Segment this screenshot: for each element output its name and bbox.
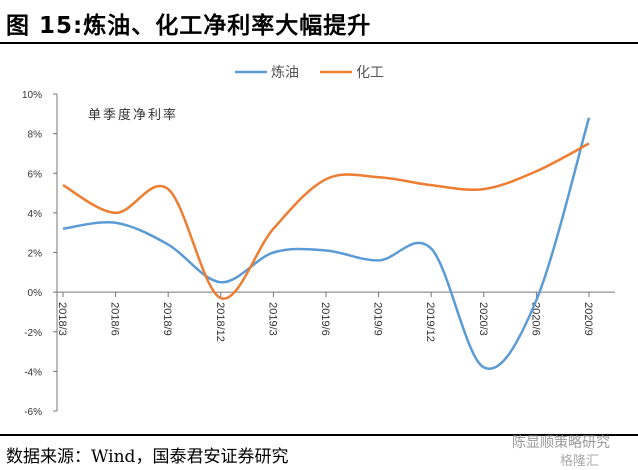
legend-label: 化工 bbox=[356, 64, 384, 80]
line-chart: 10% 8% 6% 4% 2% 0% -2% -4% -6% 2018/3 2018/6 2018/9… bbox=[22, 64, 615, 418]
y-tick-label: -4% bbox=[24, 367, 42, 378]
chart-annotation: 单季度净利率 bbox=[88, 107, 178, 122]
x-tick-label: 2019/9 bbox=[372, 302, 384, 336]
x-tick-label: 2019/12 bbox=[424, 302, 436, 342]
x-tick-label: 2018/9 bbox=[161, 302, 173, 336]
legend-label: 炼油 bbox=[271, 64, 299, 80]
title-rule bbox=[0, 42, 638, 44]
x-tick-label: 2018/6 bbox=[109, 302, 121, 336]
x-tick-label: 2020/9 bbox=[582, 302, 594, 336]
y-tick-label: 4% bbox=[28, 209, 43, 220]
y-tick-label: 2% bbox=[28, 249, 43, 260]
y-tick-label: 0% bbox=[28, 288, 43, 299]
y-tick-label: 6% bbox=[28, 169, 43, 180]
figure-title: 图 15:炼油、化工净利率大幅提升 bbox=[6, 13, 372, 39]
x-tick-label: 2018/12 bbox=[214, 302, 226, 342]
source-rule bbox=[0, 434, 638, 436]
watermark-text: 陈显顺策略研究 bbox=[512, 435, 610, 451]
x-tick-label: 2020/6 bbox=[529, 302, 541, 336]
source-note: 数据来源：Wind，国泰君安证券研究 bbox=[6, 447, 289, 467]
series-line-1 bbox=[62, 142, 590, 300]
x-tick-label: 2019/6 bbox=[319, 302, 331, 336]
series-line-0 bbox=[62, 117, 591, 370]
y-tick-label: 8% bbox=[28, 130, 43, 141]
y-tick-label: -6% bbox=[24, 407, 42, 418]
x-tick-label: 2019/3 bbox=[266, 302, 278, 336]
x-tick-label: 2020/3 bbox=[477, 302, 489, 336]
x-tick-label: 2018/3 bbox=[56, 302, 68, 336]
y-tick-label: -2% bbox=[24, 328, 42, 339]
watermark-logo: 格隆汇 bbox=[560, 454, 600, 469]
y-tick-label: 10% bbox=[22, 90, 42, 101]
